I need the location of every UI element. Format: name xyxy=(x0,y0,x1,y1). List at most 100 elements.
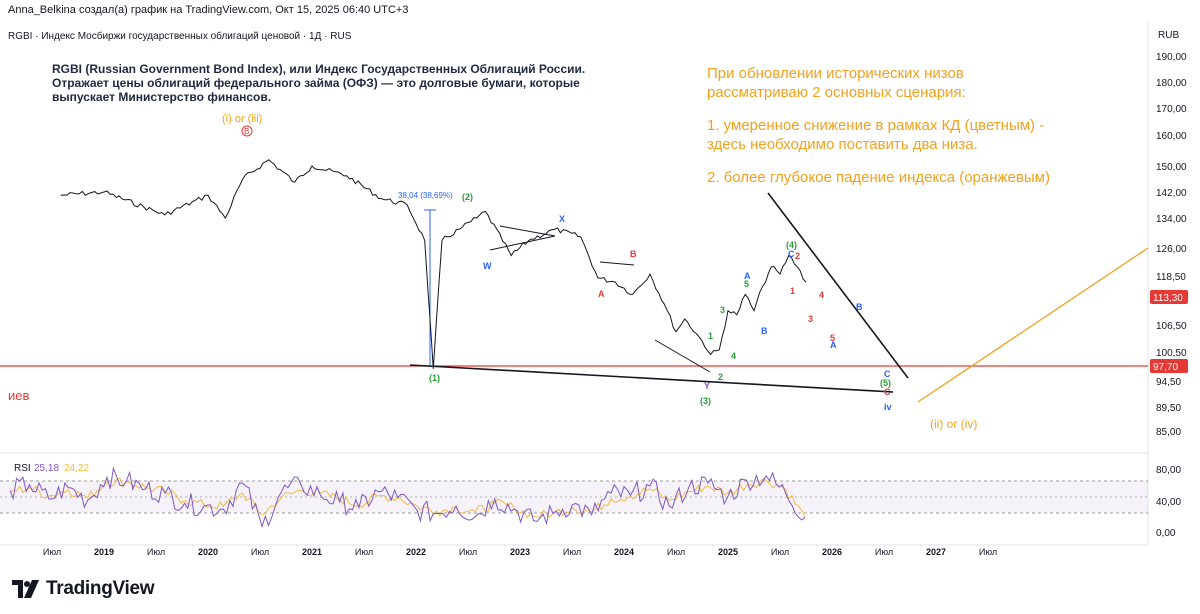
wave-label: Y xyxy=(704,381,710,391)
measure-label: 38,04 (38,69%) xyxy=(398,191,453,200)
wave-label: 2 xyxy=(795,251,800,261)
time-tick-label: Июл xyxy=(147,547,165,557)
wedge-line-1[interactable] xyxy=(599,261,635,266)
price-tick-label: 106,50 xyxy=(1156,321,1187,332)
wave-label: 2 xyxy=(718,372,723,382)
price-tick-label: 94,50 xyxy=(1156,377,1181,388)
scenario-note[interactable]: При обновлении исторических низов рассма… xyxy=(707,64,1127,201)
price-tick-label: 160,00 xyxy=(1156,131,1187,142)
wave-label: iv xyxy=(884,402,892,412)
price-tick-label: 134,00 xyxy=(1156,214,1187,225)
rsi-axis-ticks: 80,00 40,00 0,00 xyxy=(1156,465,1181,539)
rsi-legend-label: RSI xyxy=(14,463,31,474)
top-wave-circle-text: B xyxy=(244,127,249,136)
bottom-wave-label: (ii) or (iv) xyxy=(930,417,977,431)
rsi-tick-label: 0,00 xyxy=(1156,528,1176,539)
time-tick-label: Июл xyxy=(43,547,61,557)
wave-label: 5 xyxy=(744,279,749,289)
lower-trendline[interactable] xyxy=(409,364,894,393)
orange-scenario-line[interactable] xyxy=(917,247,1149,403)
time-tick-label: 2025 xyxy=(718,547,738,557)
price-line[interactable] xyxy=(60,159,807,369)
upper-trendline[interactable] xyxy=(767,192,909,379)
rsi-legend-value: 25,18 xyxy=(34,463,59,474)
wave-label: A xyxy=(598,289,605,299)
wave-label: W xyxy=(483,261,492,271)
price-tick-label: 180,00 xyxy=(1156,78,1187,89)
description-line-2: Отражает цены облигаций федерального зай… xyxy=(52,76,580,90)
wave-label: C xyxy=(884,369,891,379)
description-line-1: RGBI (Russian Government Bond Index), ил… xyxy=(52,62,586,76)
time-tick-label: 2022 xyxy=(406,547,426,557)
wave-label: X xyxy=(559,214,565,224)
wave-label: A xyxy=(744,271,751,281)
rsi-tick-label: 80,00 xyxy=(1156,465,1181,476)
description-note[interactable]: RGBI (Russian Government Bond Index), ил… xyxy=(52,62,652,104)
price-tick-label: 118,50 xyxy=(1156,272,1186,283)
time-tick-label: 2024 xyxy=(614,547,634,557)
scenario-one: 1. умеренное снижение в рамках КД (цветн… xyxy=(707,117,1045,153)
wave-label: (2) xyxy=(462,192,473,202)
rsi-legend-ma-value: 24,22 xyxy=(64,463,89,474)
last-price-label: 113,30 xyxy=(1153,293,1183,304)
price-tick-label: 142,00 xyxy=(1156,188,1187,199)
wave-label: C xyxy=(788,249,795,259)
rsi-line[interactable] xyxy=(9,466,806,529)
wedge-line-2[interactable] xyxy=(654,339,711,373)
price-tick-label: 190,00 xyxy=(1156,52,1187,63)
time-tick-label: Июл xyxy=(459,547,477,557)
tradingview-logo[interactable]: TradingView xyxy=(12,578,155,600)
wave-label: 1 xyxy=(790,286,795,296)
rsi-ma-line[interactable] xyxy=(9,477,806,519)
time-tick-label: Июл xyxy=(979,547,997,557)
rsi-legend[interactable]: RSI 25,18 24,22 xyxy=(14,463,89,474)
wave-label: B xyxy=(856,302,863,312)
wave-label: (1) xyxy=(429,373,440,383)
wave-label: 4 xyxy=(731,351,736,361)
price-tick-label: 85,00 xyxy=(1156,427,1181,438)
description-line-3: выпускает Министерство финансов. xyxy=(52,90,272,104)
horizontal-level-badge: 97,70 xyxy=(1150,359,1188,373)
last-price-badge: 113,30 xyxy=(1150,290,1188,304)
wave-label: 5 xyxy=(830,333,835,343)
time-tick-label: Июл xyxy=(771,547,789,557)
time-tick-label: 2019 xyxy=(94,547,114,557)
price-tick-label: 126,00 xyxy=(1156,244,1187,255)
wave-label: 4 xyxy=(819,290,824,300)
time-tick-label: Июл xyxy=(251,547,269,557)
wave-label: 3 xyxy=(720,305,725,315)
tradingview-logo-icon xyxy=(12,580,39,598)
top-wave-circle: B xyxy=(241,125,253,137)
price-tick-label: 100,50 xyxy=(1156,348,1187,359)
time-tick-label: Июл xyxy=(563,547,581,557)
time-tick-label: 2026 xyxy=(822,547,842,557)
price-tick-label: 89,50 xyxy=(1156,403,1181,414)
wave-label: 3 xyxy=(808,314,813,324)
rsi-tick-label: 40,00 xyxy=(1156,497,1181,508)
left-text-fragment: иев xyxy=(8,388,29,403)
symbol-title[interactable]: RGBI · Индекс Мосбиржи государственных о… xyxy=(8,31,352,42)
top-wave-label: (i) or (iii) xyxy=(222,113,262,125)
wave-label: B xyxy=(630,249,637,259)
price-tick-label: 150,00 xyxy=(1156,162,1187,173)
wave-label: B xyxy=(761,326,768,336)
triangle-line-2[interactable] xyxy=(499,225,556,237)
author-line: Anna_Belkina создал(а) график на Trading… xyxy=(8,4,409,16)
time-tick-label: 2021 xyxy=(302,547,322,557)
scenario-two: 2. более глубокое падение индекса (оранж… xyxy=(707,169,1050,186)
scenario-intro: При обновлении исторических низов рассма… xyxy=(707,65,966,101)
wave-label: A xyxy=(830,340,837,350)
tradingview-logo-text: TradingView xyxy=(46,578,155,599)
time-tick-label: 2020 xyxy=(198,547,218,557)
wave-label: C xyxy=(884,387,891,397)
time-tick-label: 2023 xyxy=(510,547,530,557)
level-price-label: 97,70 xyxy=(1153,362,1178,373)
time-tick-label: Июл xyxy=(667,547,685,557)
currency-label: RUB xyxy=(1158,30,1179,41)
time-tick-label: Июл xyxy=(875,547,893,557)
wave-label: (5) xyxy=(880,378,891,388)
time-tick-label: Июл xyxy=(355,547,373,557)
price-tick-label: 170,00 xyxy=(1156,104,1187,115)
